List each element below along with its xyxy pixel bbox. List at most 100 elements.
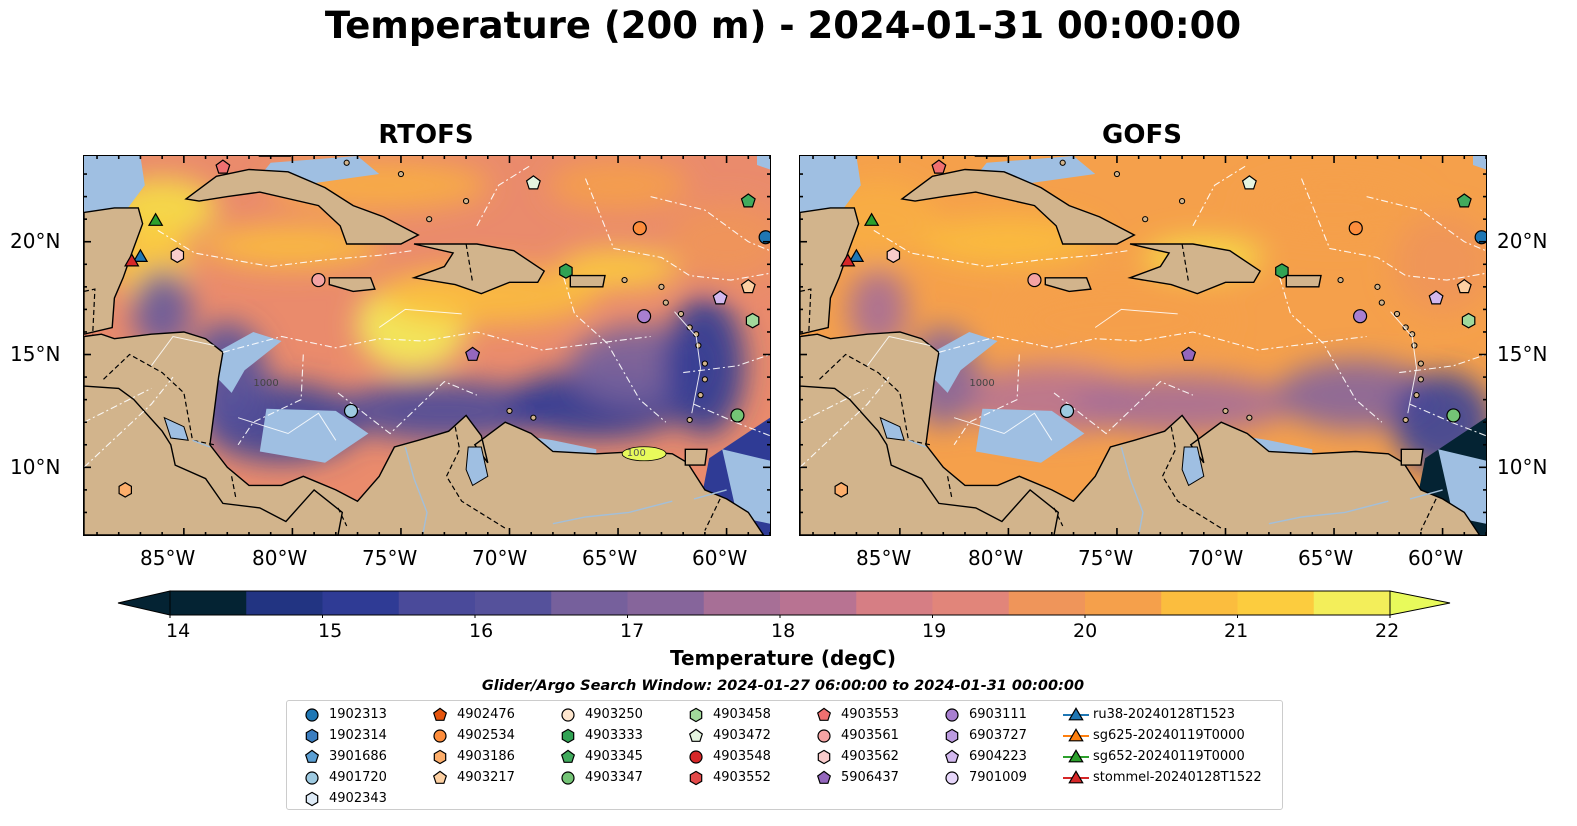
legend-marker-icon <box>305 771 319 785</box>
marker-4903217 <box>740 278 756 294</box>
legend-marker <box>561 708 575 722</box>
legend-label: 4903333 <box>585 728 643 743</box>
marker-1902313 <box>758 230 770 245</box>
x-tick-label: 85°W <box>140 546 196 570</box>
legend-label: 4901720 <box>329 770 387 785</box>
colorbar-segment <box>932 591 1010 615</box>
legend-marker-icon <box>561 771 575 785</box>
legend-label: 6903111 <box>969 707 1027 722</box>
marker-4903553 <box>931 159 947 174</box>
legend-label: 4903458 <box>713 707 771 722</box>
contour-label: 100 <box>627 448 646 459</box>
legend-marker <box>432 707 448 721</box>
legend-marker-icon <box>304 749 320 763</box>
colorbar-tick-label: 16 <box>469 620 494 642</box>
colorbar-tick-label: 21 <box>1224 620 1249 642</box>
legend-marker <box>945 708 959 722</box>
warm-anomaly-patch <box>621 446 667 462</box>
legend-label: 1902313 <box>329 707 387 722</box>
legend-marker <box>433 729 447 743</box>
marker-6904223 <box>1428 290 1444 305</box>
marker-sg652-20240119T0000 <box>863 212 880 226</box>
colorbar-label: Temperature (degC) <box>670 646 896 670</box>
y-tick-label-right: 10°N <box>1497 455 1548 479</box>
legend-marker <box>945 728 959 744</box>
legend-marker <box>561 771 575 785</box>
x-tick-label: 65°W <box>1298 546 1354 570</box>
marker-1902313 <box>1474 230 1486 245</box>
legend-marker-icon <box>305 708 319 722</box>
legend-marker-icon <box>688 728 704 742</box>
legend-marker-icon <box>1063 770 1089 784</box>
colorbar-tick-label: 22 <box>1375 620 1400 642</box>
marker-4903561 <box>1027 272 1042 288</box>
legend-label: sg625-20240119T0000 <box>1093 728 1245 743</box>
marker-4903562 <box>170 247 185 264</box>
y-tick-label-right: 15°N <box>1497 342 1548 366</box>
legend-marker-icon <box>817 729 831 743</box>
contour-label: 1000 <box>253 378 278 389</box>
marker-4903345 <box>1456 193 1472 208</box>
colorbar-segment <box>1237 591 1315 615</box>
x-tick-label: 75°W <box>362 546 418 570</box>
colorbar-tick-label: 20 <box>1073 620 1098 642</box>
marker-4903561 <box>311 272 326 288</box>
legend-marker-icon <box>432 770 448 784</box>
x-tick-label: 70°W <box>1188 546 1244 570</box>
legend-marker-icon <box>944 749 960 763</box>
legend-marker-icon <box>1063 707 1089 721</box>
colorbar <box>117 590 1451 618</box>
legend-marker-icon <box>305 728 319 744</box>
colorbar-segment <box>856 591 934 615</box>
x-tick-label: 60°W <box>692 546 748 570</box>
y-tick-label-left: 20°N <box>10 229 61 253</box>
marker-6903111 <box>636 309 652 324</box>
marker-4903472 <box>525 175 541 190</box>
legend-marker <box>945 771 959 785</box>
x-tick-label: 80°W <box>252 546 308 570</box>
legend-marker-icon <box>305 791 319 807</box>
x-tick-label: 70°W <box>472 546 528 570</box>
legend-marker-icon <box>432 707 448 721</box>
legend-label: 5906437 <box>841 770 899 785</box>
legend-marker <box>305 791 319 807</box>
legend-marker <box>689 770 703 786</box>
temperature-field-contours <box>818 177 1486 473</box>
colorbar-segment <box>398 591 476 615</box>
y-tick-label-right: 20°N <box>1497 229 1548 253</box>
legend-label: 4903347 <box>585 770 643 785</box>
colorbar-segment <box>780 591 857 615</box>
legend-marker-icon <box>689 770 703 786</box>
legend-label: 4903472 <box>713 728 771 743</box>
marker-4903347 <box>730 408 745 423</box>
legend-label: 4903186 <box>457 749 515 764</box>
legend-marker-icon <box>945 728 959 744</box>
legend-label: 4902476 <box>457 707 515 722</box>
marker-4903458 <box>745 312 760 329</box>
colorbar-segment <box>627 591 705 615</box>
legend-marker <box>817 749 831 765</box>
legend-marker-icon <box>816 770 832 784</box>
legend-marker <box>816 770 832 784</box>
legend-marker-icon <box>433 729 447 743</box>
legend-marker <box>689 707 703 723</box>
marker-4903458 <box>1461 312 1476 329</box>
colorbar-tick-label: 18 <box>771 620 796 642</box>
colorbar-segment <box>1313 591 1391 615</box>
legend-label: 7901009 <box>969 770 1027 785</box>
page-title: Temperature (200 m) - 2024-01-31 00:00:0… <box>324 4 1242 47</box>
frame-ticks <box>84 156 770 535</box>
legend-marker-icon <box>945 771 959 785</box>
small-islands <box>1059 159 1424 424</box>
legend-marker <box>304 749 320 763</box>
map-panel-gofs: 1000 <box>799 155 1487 536</box>
marker-4903553 <box>215 159 231 174</box>
isobath-contours <box>150 308 702 441</box>
marker-4902534 <box>1348 221 1363 236</box>
marker-4903186 <box>118 482 133 498</box>
search-window-caption: Glider/Argo Search Window: 2024-01-27 06… <box>481 678 1085 694</box>
marker-4901720 <box>1059 403 1075 419</box>
colorbar-extend-low <box>117 590 171 616</box>
colorbar-tick-label: 17 <box>620 620 645 642</box>
marker-4903333 <box>1275 263 1289 279</box>
